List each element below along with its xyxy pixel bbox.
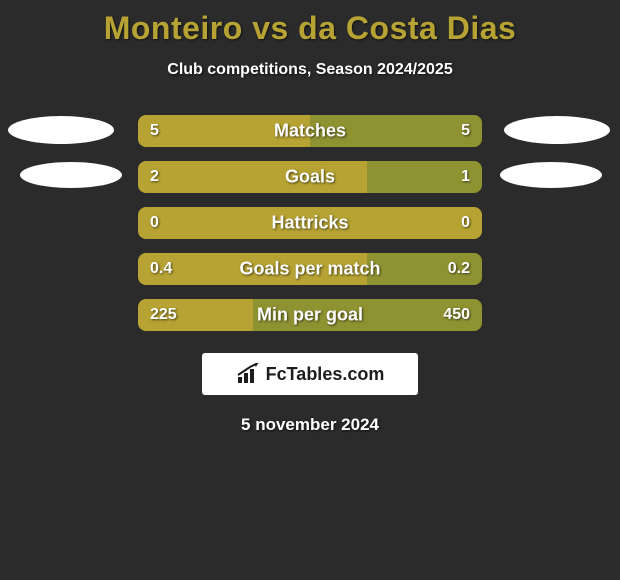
stat-bar: 0 Hattricks 0 (138, 207, 482, 239)
stat-bar: 2 Goals 1 (138, 161, 482, 193)
bar-left-fill (138, 115, 310, 147)
player-right-ellipse-icon (500, 162, 602, 188)
player-left-ellipse-icon (8, 116, 114, 144)
stats-area: 5 Matches 5 2 Goals 1 0 Hattricks (0, 115, 620, 331)
bar-right-fill (253, 299, 482, 331)
stat-bar: 225 Min per goal 450 (138, 299, 482, 331)
stat-row-matches: 5 Matches 5 (0, 115, 620, 147)
bar-left-fill (138, 253, 367, 285)
date-label: 5 november 2024 (241, 415, 379, 435)
bar-right-fill (367, 253, 482, 285)
bar-left-fill (138, 161, 367, 193)
stat-bar: 0.4 Goals per match 0.2 (138, 253, 482, 285)
stat-row-goals: 2 Goals 1 (0, 161, 620, 193)
page-subtitle: Club competitions, Season 2024/2025 (167, 61, 452, 79)
bar-chart-icon (236, 363, 262, 385)
comparison-infographic: Monteiro vs da Costa Dias Club competiti… (0, 0, 620, 435)
bar-left-fill (138, 207, 482, 239)
bar-left-fill (138, 299, 253, 331)
page-title: Monteiro vs da Costa Dias (104, 10, 517, 47)
stat-row-goals-per-match: 0.4 Goals per match 0.2 (0, 253, 620, 285)
player-right-ellipse-icon (504, 116, 610, 144)
brand-logo: FcTables.com (202, 353, 418, 395)
bar-right-fill (367, 161, 482, 193)
player-left-ellipse-icon (20, 162, 122, 188)
bar-right-fill (310, 115, 482, 147)
stat-row-hattricks: 0 Hattricks 0 (0, 207, 620, 239)
brand-text: FcTables.com (266, 364, 385, 385)
stat-bar: 5 Matches 5 (138, 115, 482, 147)
stat-row-min-per-goal: 225 Min per goal 450 (0, 299, 620, 331)
